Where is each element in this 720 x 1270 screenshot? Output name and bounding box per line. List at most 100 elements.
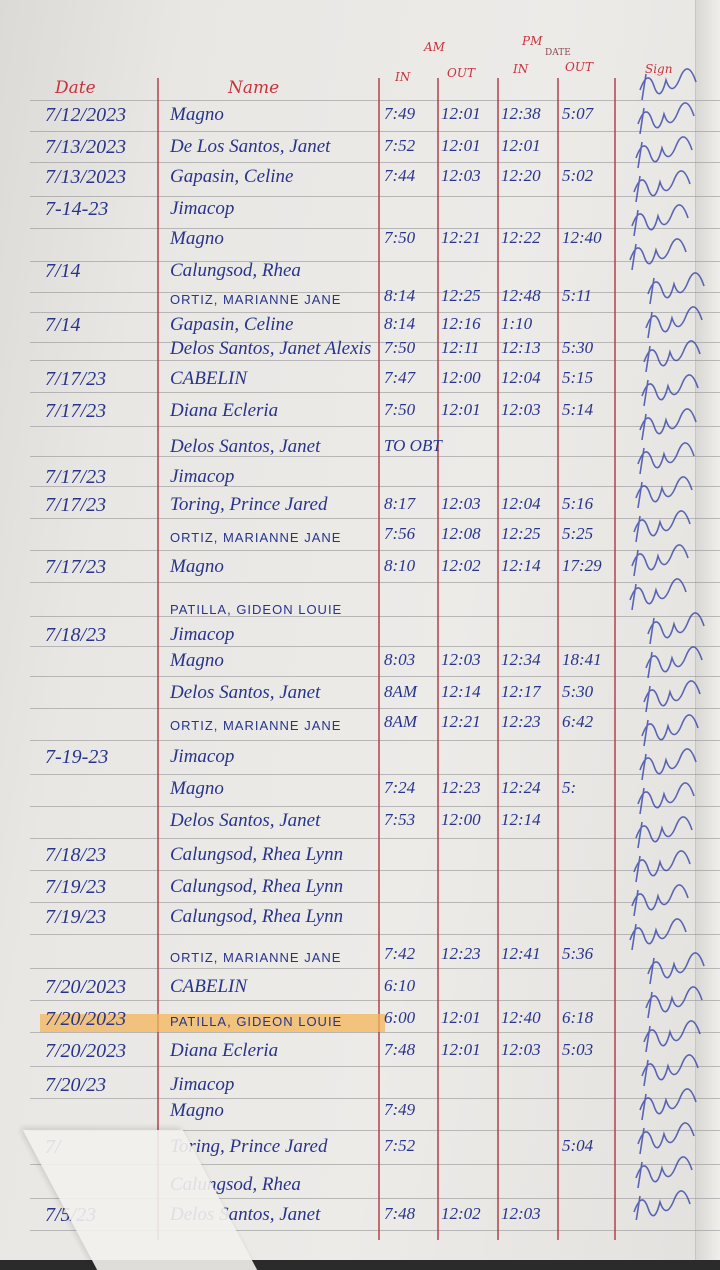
row-pm-out: 5:36 [562,944,594,963]
ruled-line [30,426,720,427]
row-am-out: 12:21 [441,228,481,247]
row-pm-in: 12:22 [501,228,541,247]
signature [643,680,701,713]
row-name: Magno [170,778,224,799]
signature [639,748,697,781]
row-name: Magno [170,228,224,249]
row-name: Gapasin, Celine [170,166,294,187]
row-pm-out: 5:30 [562,338,594,357]
ruled-line [30,1066,720,1067]
row-pm-out: 6:18 [562,1008,594,1027]
signature [629,238,687,271]
row-pm-in: 12:24 [501,778,541,797]
row-am-out: 12:02 [441,1204,481,1223]
row-name: Calungsod, Rhea [170,260,301,281]
ruled-line [30,676,720,677]
signature [647,612,705,645]
signature [645,646,703,679]
highlighter-mark [40,1014,385,1032]
row-pm-out: 5:04 [562,1136,594,1155]
row-date: 7/17/23 [45,556,107,578]
row-am-out: 12:02 [441,556,481,575]
column-rule [497,78,499,1240]
am-header: AM [424,40,445,54]
row-name: Diana Ecleria [170,400,279,421]
ruled-line [30,1198,720,1199]
ruled-line [30,486,720,487]
signature [631,204,689,237]
signature-column [629,68,705,1220]
row-date: 7/17/23 [45,368,107,390]
row-pm-out: 5:03 [562,1040,594,1059]
row-am-in: 8:14 [384,286,416,305]
sign-header: Sign [645,62,673,76]
signature [641,714,699,747]
ruled-line [30,934,720,935]
row-name: Calungsod, Rhea Lynn [170,876,344,897]
row-am-in: 7:42 [384,944,416,963]
row-name: Jimacop [170,746,235,767]
ruled-line [30,1000,720,1001]
signature [635,476,693,509]
row-am-out: 12:00 [441,368,481,387]
row-pm-out: 5:25 [562,524,594,543]
row-date: 7-14-23 [45,198,109,220]
am-out-header: OUT [447,66,475,80]
row-am-in: 7:47 [384,368,416,387]
ruled-line [30,1164,720,1165]
ruled-line [30,616,720,617]
signature [633,170,691,203]
pm-out-header: OUT [565,60,593,74]
ruled-line [30,1098,720,1099]
row-pm-in: 12:41 [501,944,541,963]
column-rule [378,78,380,1240]
row-date: 7/13/2023 [45,166,127,188]
row-date: 7/14 [45,260,81,282]
row-pm-in: 12:04 [501,494,541,513]
ruled-line [30,261,720,262]
ruled-line [30,870,720,871]
row-date: 7/19/23 [45,906,107,928]
ruled-line [30,968,720,969]
row-date: 7/20/2023 [45,1008,127,1030]
signature [635,816,693,849]
ruled-line [30,518,720,519]
row-am-in: 8:17 [384,494,416,513]
row-am-in: 8:03 [384,650,416,669]
row-am-in: 7:24 [384,778,416,797]
row-name: Magno [170,650,224,671]
row-am-in: 7:44 [384,166,416,185]
row-name: Jimacop [170,1074,235,1095]
signature [639,1088,697,1121]
signature [637,1122,695,1155]
ruled-line [30,342,720,343]
row-pm-in: 12:40 [501,1008,541,1027]
row-name: ORTIZ, MARIANNE JANE [170,292,342,307]
row-am-out: 12:16 [441,314,481,333]
ruled-line [30,582,720,583]
row-am-in: 7:49 [384,104,416,123]
row-pm-out: 5:07 [562,104,594,123]
row-am-in: 7:52 [384,1136,416,1155]
column-rule [157,78,159,1240]
next-page-edge [695,0,720,1260]
row-am-out: 12:08 [441,524,481,543]
date-header: Date [55,78,96,98]
signature [647,952,705,985]
row-name: ORTIZ, MARIANNE JANE [170,530,342,545]
row-pm-in: 12:03 [501,1040,541,1059]
signature [645,306,703,339]
column-rule [437,78,439,1240]
row-date: 7/12/2023 [45,104,127,126]
row-am-in: 8:14 [384,314,416,333]
signature [631,544,689,577]
row-pm-in: 12:13 [501,338,541,357]
date-print-label: DATE [545,48,571,58]
row-am-in: 6:10 [384,976,416,995]
row-am-in: 7:52 [384,136,416,155]
row-pm-out: 17:29 [562,556,602,575]
row-am-in: 7:50 [384,228,416,247]
row-pm-in: 12:01 [501,136,541,155]
row-am-out: 12:23 [441,778,481,797]
